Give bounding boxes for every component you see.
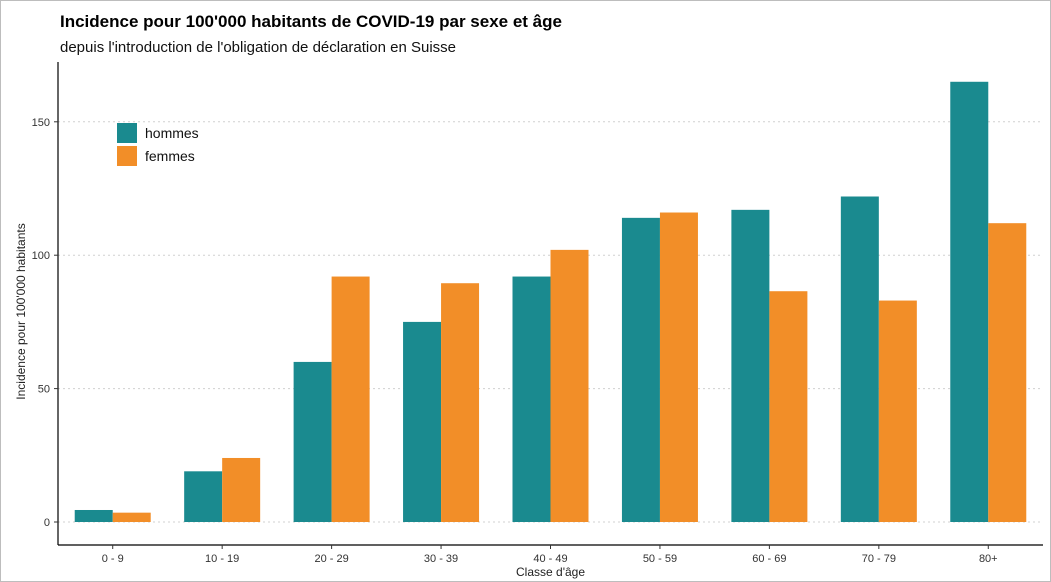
x-tick-label: 0 - 9: [102, 553, 124, 565]
x-tick-label: 20 - 29: [314, 553, 348, 565]
x-axis-label: Classe d'âge: [516, 565, 585, 579]
bar-hommes-5: [512, 276, 551, 522]
bar-femmes-9: [988, 223, 1027, 522]
y-tick-label: 0: [44, 517, 50, 529]
y-tick-label: 50: [38, 384, 50, 396]
bar-hommes-3: [293, 361, 332, 522]
x-tick-label: 50 - 59: [643, 553, 677, 565]
bar-femmes-5: [550, 249, 589, 522]
chart-title: Incidence pour 100'000 habitants de COVI…: [60, 12, 562, 31]
bar-hommes-7: [731, 209, 770, 522]
bar-femmes-4: [441, 283, 480, 522]
bar-hommes-9: [950, 81, 989, 522]
bar-femmes-7: [769, 291, 808, 522]
y-tick-labels: 0 50 100 150: [32, 117, 58, 529]
legend-swatch-femmes: [117, 146, 137, 166]
x-tick-label: 10 - 19: [205, 553, 239, 565]
x-tick-labels: 0 - 9 10 - 19 20 - 29 30 - 39 40 - 49 50 - 59…: [102, 545, 998, 565]
bar-femmes-3: [331, 276, 370, 522]
x-tick-label: 40 - 49: [533, 553, 567, 565]
y-axis-label: Incidence pour 100'000 habitants: [14, 223, 28, 399]
bar-hommes-4: [403, 321, 442, 522]
bar-hommes-8: [840, 196, 879, 522]
bars: [74, 81, 1027, 522]
y-tick-label: 100: [32, 250, 50, 262]
legend-swatch-hommes: [117, 123, 137, 143]
bar-hommes-6: [621, 217, 660, 522]
bar-femmes-2: [222, 457, 261, 522]
bar-femmes-1: [112, 512, 151, 522]
bar-femmes-6: [659, 212, 698, 522]
legend: hommes femmes: [117, 123, 199, 166]
legend-label-hommes: hommes: [145, 125, 199, 141]
x-tick-label: 70 - 79: [862, 553, 896, 565]
y-tick-label: 150: [32, 117, 50, 129]
chart-subtitle: depuis l'introduction de l'obligation de…: [60, 39, 456, 56]
x-tick-label: 30 - 39: [424, 553, 458, 565]
bar-hommes-1: [74, 509, 113, 522]
x-tick-label: 60 - 69: [752, 553, 786, 565]
x-tick-label: 80+: [979, 553, 998, 565]
bar-hommes-2: [184, 471, 223, 522]
bar-femmes-8: [878, 300, 917, 522]
legend-label-femmes: femmes: [145, 148, 195, 164]
